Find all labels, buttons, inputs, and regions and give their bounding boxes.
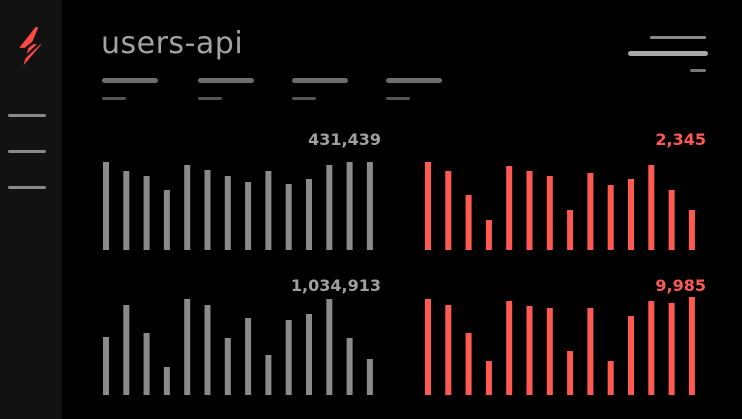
tab-placeholder-sublabel [292,97,316,100]
bar [546,176,553,250]
bar [445,305,452,395]
bar [184,299,191,395]
tab-placeholder-label [198,78,254,83]
bar [425,299,431,395]
tab-placeholder-sublabel [102,97,126,100]
bar [204,305,211,395]
bar [224,176,231,250]
bar [204,170,211,250]
lightning-bolt-icon[interactable] [13,25,47,71]
bar [346,162,353,250]
bar [567,351,574,395]
bar [265,355,272,395]
bar-chart-4 [425,297,695,395]
bar [648,301,655,395]
bar-chart-2 [425,162,695,250]
bar [465,195,472,250]
bar [143,176,150,250]
bar [326,299,333,395]
bar [607,185,614,250]
bar [306,314,312,395]
tab-placeholder-label [292,78,348,83]
tab-2[interactable] [198,78,254,102]
bar [668,303,675,395]
bar [587,308,594,395]
bar [485,361,492,395]
bar [587,173,594,250]
bar [103,337,109,395]
bar [546,308,553,395]
tab-1[interactable] [102,78,158,102]
bar [688,210,695,250]
bar [245,318,252,395]
bar [506,166,513,250]
sidebar [0,0,62,419]
sidebar-item-1[interactable] [8,114,46,117]
metric-value-4: 9,985 [655,276,706,295]
bar [506,301,513,395]
sidebar-item-3[interactable] [8,186,46,189]
bar [445,171,452,250]
tab-placeholder-label [102,78,158,83]
bar [306,179,312,250]
bar [668,190,675,250]
bar [526,306,533,395]
bar [143,333,150,395]
metric-value-2: 2,345 [655,130,706,149]
bar [285,184,292,250]
bar [628,179,634,250]
hamburger-menu-icon[interactable] [626,34,710,76]
bar [688,297,695,395]
bar [465,333,472,395]
bar [224,338,231,395]
bar [648,165,655,250]
bar [163,367,170,395]
bar [485,220,492,250]
bar [285,320,292,395]
metric-value-3: 1,034,913 [290,276,381,295]
tab-placeholder-sublabel [386,97,410,100]
page-title: users-api [101,26,244,61]
tab-placeholder-label [386,78,442,83]
bar-chart-3 [103,299,373,395]
tab-placeholder-sublabel [198,97,222,100]
bar [526,171,533,250]
bar [607,361,614,395]
bar [628,316,634,395]
bar [366,359,373,395]
metric-value-1: 431,439 [308,130,381,149]
bar [103,162,109,250]
bar [366,162,373,250]
sidebar-item-2[interactable] [8,150,46,153]
bar [346,338,353,395]
bar [184,165,191,250]
tab-3[interactable] [292,78,348,102]
bar [245,182,252,250]
bar [123,305,130,395]
bar [425,162,431,250]
bar-chart-1 [103,162,373,250]
bar [567,210,574,250]
bar [265,171,272,250]
bar [326,165,333,250]
bar [163,190,170,250]
bar [123,171,130,250]
tab-4[interactable] [386,78,442,102]
